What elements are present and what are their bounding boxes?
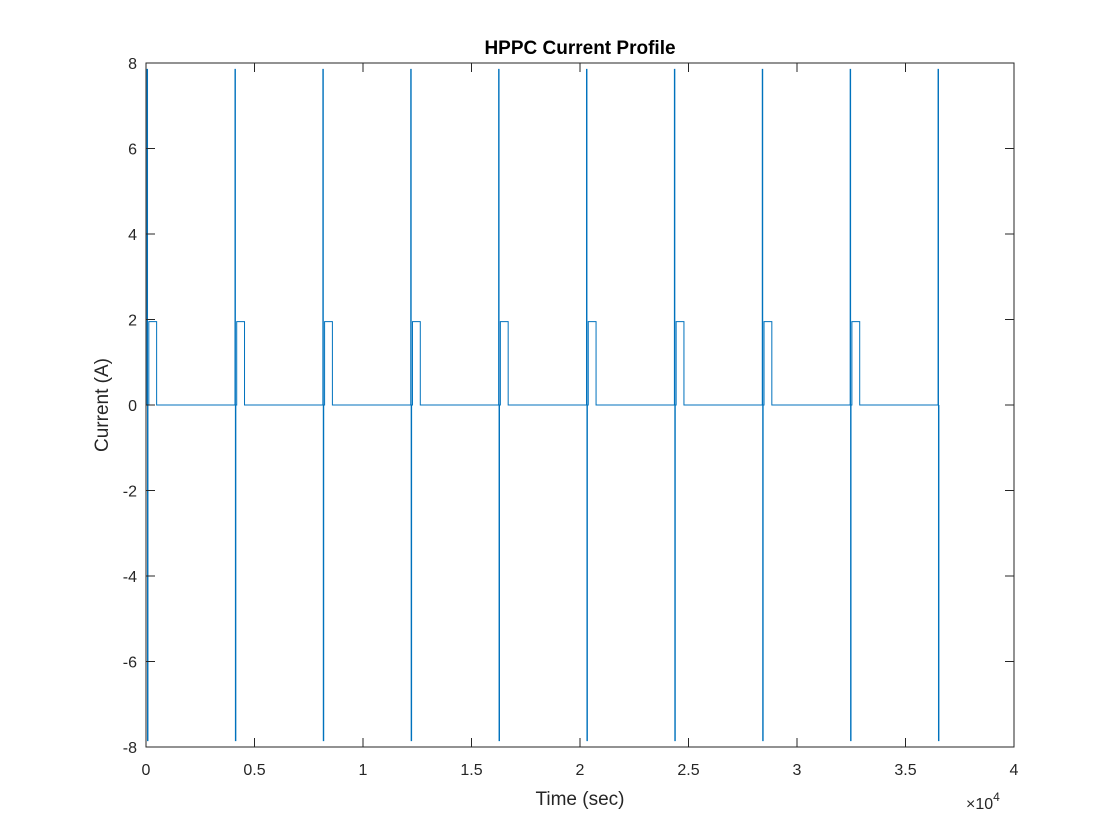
x-tick-label: 0.5 bbox=[243, 762, 265, 779]
x-tick-label: 2.5 bbox=[677, 762, 699, 779]
x-axis-ticks: 0 0.5 1 1.5 2 2.5 3 3.5 4 bbox=[142, 63, 1019, 779]
x-axis-label: Time (sec) bbox=[535, 789, 624, 810]
x-tick-label: 4 bbox=[1010, 762, 1019, 779]
y-tick-label: -2 bbox=[123, 484, 137, 501]
x-axis-exponent-base: ×10 bbox=[966, 796, 993, 813]
y-tick-label: 2 bbox=[128, 313, 137, 330]
x-tick-label: 1.5 bbox=[460, 762, 482, 779]
x-axis-exponent-power: 4 bbox=[993, 790, 1000, 804]
y-tick-label: -4 bbox=[123, 569, 137, 586]
x-tick-label: 0 bbox=[142, 762, 151, 779]
x-tick-label: 3 bbox=[793, 762, 802, 779]
y-tick-label: 4 bbox=[128, 227, 137, 244]
chart-title: HPPC Current Profile bbox=[484, 38, 675, 59]
x-tick-label: 2 bbox=[576, 762, 585, 779]
y-tick-label: 8 bbox=[128, 56, 137, 73]
x-axis-exponent: ×104 bbox=[966, 790, 1000, 813]
x-tick-label: 3.5 bbox=[894, 762, 916, 779]
y-tick-label: -6 bbox=[123, 655, 137, 672]
y-tick-label: 6 bbox=[128, 142, 137, 159]
series-line-current bbox=[146, 68, 940, 742]
y-axis-label: Current (A) bbox=[92, 358, 113, 452]
x-tick-label: 1 bbox=[359, 762, 368, 779]
series-layer bbox=[146, 68, 940, 742]
y-axis-ticks: -8 -6 -4 -2 0 2 4 6 8 bbox=[123, 56, 1014, 757]
y-tick-label: -8 bbox=[123, 740, 137, 757]
plot-area: 0 0.5 1 1.5 2 2.5 3 3.5 4 -8 -6 -4 -2 0 2 4 6 8 bbox=[123, 56, 1019, 779]
y-tick-label: 0 bbox=[128, 398, 137, 415]
